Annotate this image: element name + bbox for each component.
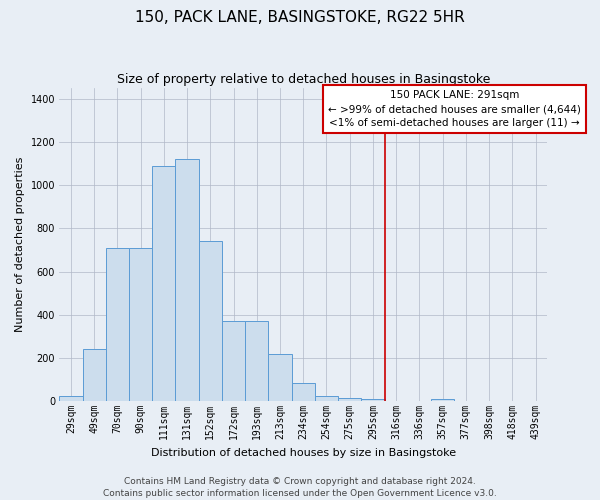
Bar [106, 248, 129, 401]
Text: Contains HM Land Registry data © Crown copyright and database right 2024.
Contai: Contains HM Land Registry data © Crown c… [103, 476, 497, 498]
Bar [245, 321, 268, 401]
Y-axis label: Number of detached properties: Number of detached properties [15, 157, 25, 332]
Bar [175, 160, 199, 401]
Bar [199, 242, 222, 401]
Title: Size of property relative to detached houses in Basingstoke: Size of property relative to detached ho… [116, 72, 490, 86]
Bar [361, 399, 385, 401]
Bar [59, 396, 83, 401]
Bar [129, 248, 152, 401]
Bar [152, 166, 175, 401]
X-axis label: Distribution of detached houses by size in Basingstoke: Distribution of detached houses by size … [151, 448, 456, 458]
Bar [83, 350, 106, 401]
Bar [268, 354, 292, 401]
Text: 150 PACK LANE: 291sqm
← >99% of detached houses are smaller (4,644)
<1% of semi-: 150 PACK LANE: 291sqm ← >99% of detached… [328, 90, 581, 128]
Bar [292, 383, 315, 401]
Text: 150, PACK LANE, BASINGSTOKE, RG22 5HR: 150, PACK LANE, BASINGSTOKE, RG22 5HR [135, 10, 465, 25]
Bar [431, 399, 454, 401]
Bar [315, 396, 338, 401]
Bar [222, 321, 245, 401]
Bar [338, 398, 361, 401]
